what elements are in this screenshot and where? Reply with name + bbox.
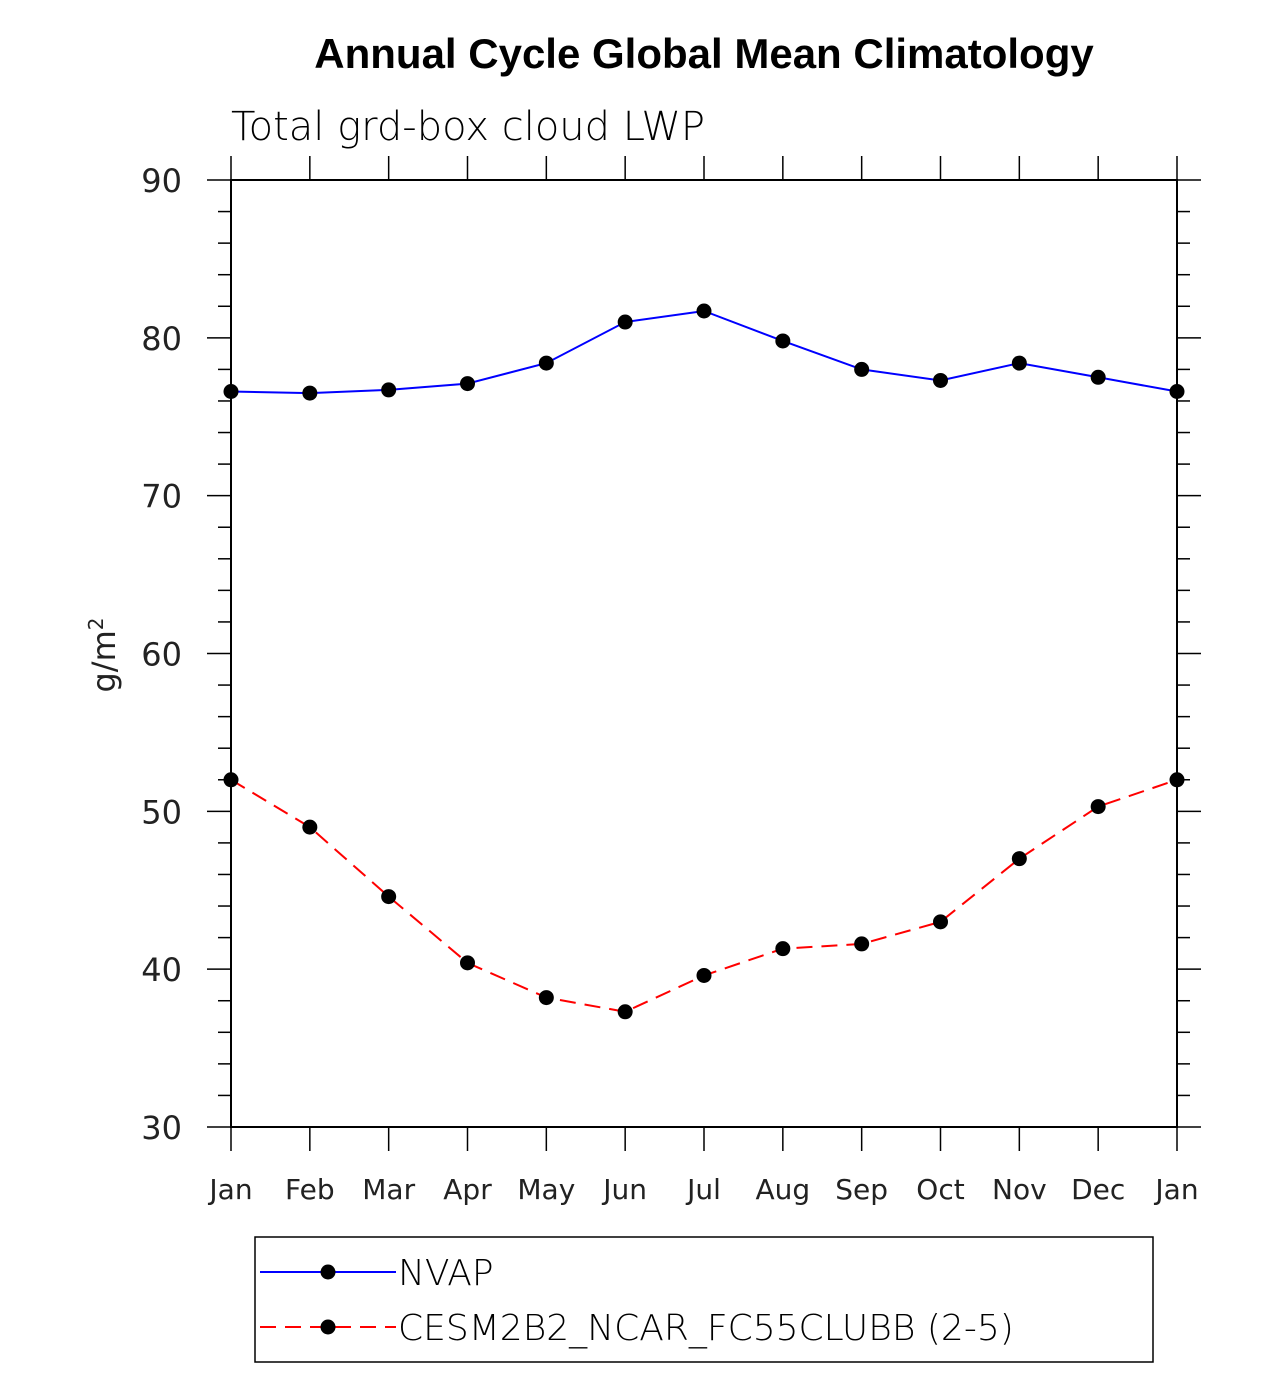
data-point: [1169, 383, 1185, 399]
data-point: [538, 355, 554, 371]
y-axis-label-superscript: 2: [84, 618, 108, 631]
data-point: [696, 967, 712, 983]
series-group: [223, 303, 1185, 1020]
plot-frame: [230, 179, 1178, 1128]
y-tick-label: 70: [141, 478, 182, 516]
legend-box: [254, 1236, 1154, 1363]
data-point: [775, 941, 791, 957]
legend-label: NVAP: [398, 1253, 494, 1294]
legend: NVAP CESM2B2_NCAR_FC55CLUBB (2-5): [260, 1253, 1014, 1349]
legend-marker: [320, 1264, 336, 1280]
y-tick-label: 30: [141, 1109, 182, 1147]
x-tick-label: Jan: [1153, 1173, 1198, 1206]
x-tick-label: Nov: [992, 1173, 1047, 1206]
data-point: [617, 1004, 633, 1020]
y-tick-label: 90: [141, 162, 182, 200]
y-axis-label: g/m2: [84, 618, 123, 693]
data-point: [302, 385, 318, 401]
y-tick-label: 50: [141, 793, 182, 831]
data-point: [381, 382, 397, 398]
data-point: [381, 889, 397, 905]
x-tick-label: Feb: [285, 1173, 335, 1206]
x-tick-label: Apr: [443, 1173, 492, 1206]
data-point: [1090, 369, 1106, 385]
data-point: [223, 772, 239, 788]
data-point: [223, 383, 239, 399]
data-point: [302, 819, 318, 835]
data-point: [460, 955, 475, 971]
data-point: [775, 333, 791, 349]
data-point: [933, 914, 948, 930]
x-tick-label: Jul: [685, 1173, 721, 1206]
axes: 30 40 50 60 70 80 90 Jan Feb Mar Apr May Jun Jul Aug Se…: [141, 156, 1201, 1206]
y-tick-label: 80: [141, 320, 182, 358]
x-tick-label: May: [517, 1173, 575, 1206]
data-point: [1011, 851, 1027, 867]
x-tick-label: Oct: [916, 1173, 964, 1206]
x-tick-label: Sep: [835, 1173, 888, 1206]
data-point: [617, 314, 633, 330]
chart-subtitle: Total grd-box cloud LWP: [231, 104, 705, 150]
x-tick-label: Mar: [362, 1173, 415, 1206]
data-point: [1090, 799, 1106, 815]
y-axis-label-text: g/m: [85, 630, 123, 692]
legend-label: CESM2B2_NCAR_FC55CLUBB (2-5): [398, 1308, 1014, 1349]
data-point: [854, 361, 870, 377]
series-line-0: [230, 309, 1178, 395]
y-tick-label: 40: [141, 951, 182, 989]
data-point: [696, 303, 712, 319]
data-point: [460, 376, 475, 392]
x-tick-label: Dec: [1071, 1173, 1125, 1206]
data-point: [1169, 772, 1185, 788]
data-point: [933, 372, 948, 388]
x-tick-label: Jan: [207, 1173, 252, 1206]
y-tick-label: 60: [141, 636, 182, 674]
x-tick-label: Jun: [601, 1173, 647, 1206]
legend-marker: [320, 1319, 336, 1335]
data-point: [538, 990, 554, 1006]
data-point: [1011, 355, 1027, 371]
data-point: [854, 936, 870, 952]
chart-title: Annual Cycle Global Mean Climatology: [314, 30, 1094, 77]
x-tick-label: Aug: [755, 1173, 810, 1206]
